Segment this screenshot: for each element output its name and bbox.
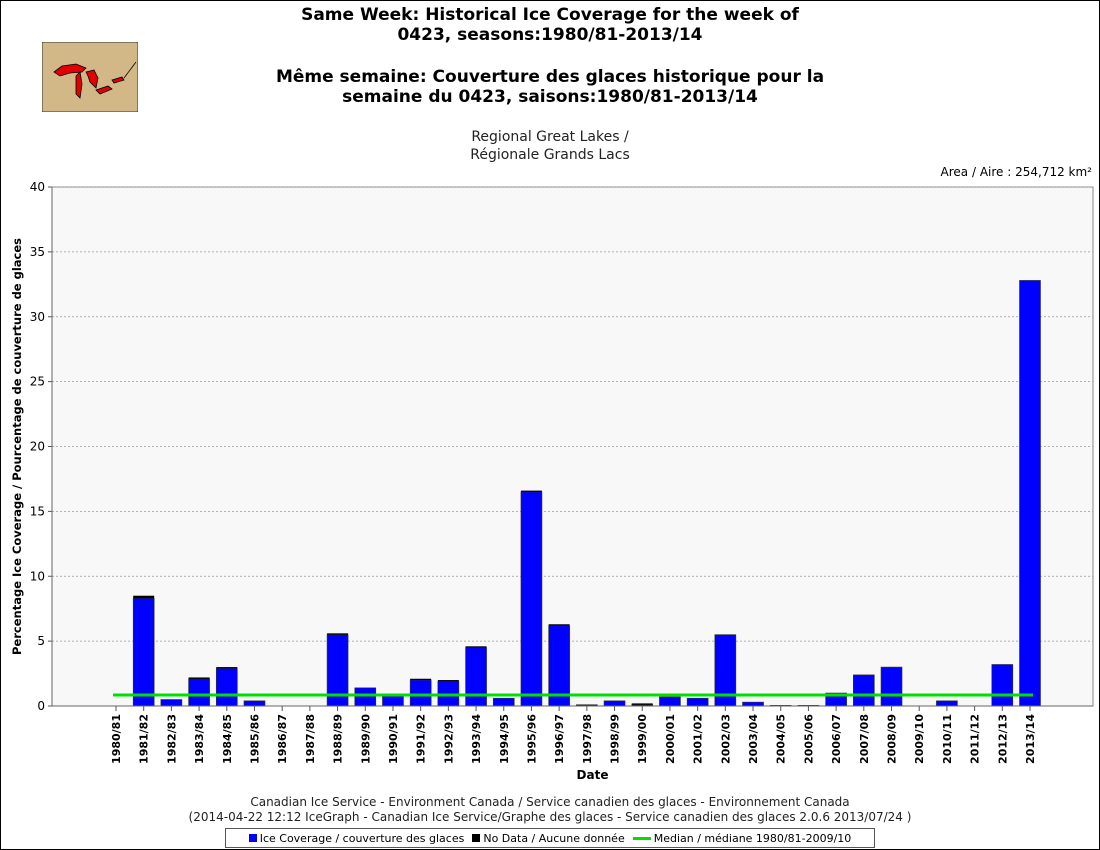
x-tick-label: 1991/92 <box>415 714 428 764</box>
bar-no-data <box>216 667 238 669</box>
x-tick-label: 1988/89 <box>332 714 345 764</box>
bar-no-data <box>410 678 432 681</box>
x-tick-label: 1986/87 <box>276 714 289 764</box>
legend-item-nodata: No Data / Aucune donnée <box>472 831 625 845</box>
x-tick-label: 1994/95 <box>498 714 511 764</box>
bar-ice-coverage <box>492 697 515 707</box>
x-tick-label: 2000/01 <box>664 714 677 764</box>
x-tick-label: 1981/82 <box>138 714 151 764</box>
x-tick-label: 2008/09 <box>886 714 899 764</box>
y-tick-label: 5 <box>37 634 45 648</box>
y-tick-label: 10 <box>30 569 45 583</box>
bar-no-data <box>188 677 210 679</box>
x-tick-label: 2007/08 <box>858 714 871 764</box>
legend-item-ice: Ice Coverage / couverture des glaces <box>248 831 465 845</box>
x-tick-label: 1985/86 <box>248 714 261 764</box>
legend-item-median: Median / médiane 1980/81-2009/10 <box>632 831 852 845</box>
y-tick-label: 0 <box>37 699 45 713</box>
y-tick-label: 20 <box>30 440 45 454</box>
bar-ice-coverage <box>160 699 183 707</box>
x-tick-label: 2009/10 <box>913 714 926 764</box>
x-tick-label: 2002/03 <box>719 714 732 764</box>
bar-ice-coverage <box>1019 280 1041 707</box>
bar-no-data <box>548 624 570 626</box>
x-tick-label: 1996/97 <box>553 714 566 764</box>
y-tick-label: 30 <box>30 310 45 324</box>
x-tick-label: 2006/07 <box>830 714 843 764</box>
bar-no-data <box>327 633 349 635</box>
bar-no-data <box>437 680 459 682</box>
x-tick-label: 2003/04 <box>747 714 760 764</box>
legend-label-median: Median / médiane 1980/81-2009/10 <box>653 831 852 845</box>
bar-ice-coverage <box>880 666 903 707</box>
legend-swatch-nodata <box>472 834 481 842</box>
bar-ice-coverage <box>686 697 709 707</box>
x-tick-label: 2010/11 <box>941 714 954 764</box>
legend-swatch-median <box>632 836 651 840</box>
x-tick-label: 1989/90 <box>359 714 372 764</box>
chart-legend: Ice Coverage / couverture des glaces No … <box>225 828 875 848</box>
y-tick-label: 35 <box>30 245 45 259</box>
x-tick-label: 2012/13 <box>996 714 1009 764</box>
bar-ice-coverage <box>354 687 377 707</box>
x-axis-label: Date <box>577 768 609 782</box>
x-tick-label: 1997/98 <box>581 714 594 764</box>
bar-ice-coverage <box>659 696 681 707</box>
x-tick-label: 1980/81 <box>110 714 123 764</box>
x-tick-label: 1987/88 <box>304 714 317 764</box>
area-label: Area / Aire : 254,712 km² <box>940 165 1092 179</box>
y-tick-label: 15 <box>30 504 45 518</box>
y-tick-label: 40 <box>30 180 45 194</box>
bar-ice-coverage <box>853 674 875 707</box>
bar-ice-coverage <box>603 700 626 707</box>
x-tick-label: 1992/93 <box>442 714 455 764</box>
bar-no-data <box>133 595 155 599</box>
ice-coverage-chart: 0 5 10 15 20 25 30 35 40 1980/81 1981/82 1982/83 198… <box>10 180 1094 782</box>
bar-ice-coverage <box>409 679 432 707</box>
bar-ice-coverage <box>991 664 1014 707</box>
bar-ice-coverage <box>188 678 210 707</box>
bar-ice-coverage <box>243 700 266 707</box>
x-tick-label: 1995/96 <box>525 714 538 764</box>
y-axis-label: Percentage Ice Coverage / Pourcentage de… <box>10 238 24 655</box>
x-tick-label: 2011/12 <box>969 714 982 764</box>
x-tick-label: 2013/14 <box>1024 714 1037 764</box>
chart-title-line-1: Same Week: Historical Ice Coverage for t… <box>301 5 799 25</box>
bar-ice-coverage <box>742 701 764 707</box>
bar-no-data <box>465 646 487 648</box>
x-tick-label: 1993/94 <box>470 714 483 764</box>
great-lakes-map-icon <box>42 42 138 112</box>
x-tick-label: 1984/85 <box>221 714 234 764</box>
x-tick-label: 1999/00 <box>636 714 649 764</box>
bar-ice-coverage <box>215 668 238 707</box>
x-tick-label: 1990/91 <box>387 714 400 764</box>
y-tick-label: 25 <box>30 375 45 389</box>
chart-title-fr-line-1: Même semaine: Couverture des glaces hist… <box>275 67 825 87</box>
region-line-1: Regional Great Lakes / <box>471 129 629 145</box>
bar-ice-coverage <box>520 491 543 707</box>
x-tick-label: 2005/06 <box>802 714 815 764</box>
bar-ice-coverage <box>132 598 155 707</box>
bar-no-data <box>520 490 542 492</box>
x-tick-label: 2004/05 <box>775 714 788 764</box>
region-line-2: Régionale Grands Lacs <box>470 147 630 163</box>
legend-swatch-ice <box>248 834 257 842</box>
x-tick-label: 2001/02 <box>692 714 705 764</box>
legend-label-ice: Ice Coverage / couverture des glaces <box>259 831 465 845</box>
bar-no-data <box>631 703 653 705</box>
chart-title-line-2: 0423, seasons:1980/81-2013/14 <box>397 25 703 45</box>
legend-label-nodata: No Data / Aucune donnée <box>483 831 625 845</box>
x-tick-label: 1982/83 <box>165 714 178 764</box>
chart-title-fr-line-2: semaine du 0423, saisons:1980/81-2013/14 <box>342 87 758 107</box>
x-tick-label: 1983/84 <box>193 714 206 764</box>
bar-ice-coverage <box>465 647 487 707</box>
bar-ice-coverage <box>936 700 958 707</box>
x-tick-label: 1998/99 <box>609 714 622 764</box>
footer-line-1: Canadian Ice Service - Environment Canad… <box>250 795 850 809</box>
footer-line-2: (2014-04-22 12:12 IceGraph - Canadian Ic… <box>188 810 912 824</box>
